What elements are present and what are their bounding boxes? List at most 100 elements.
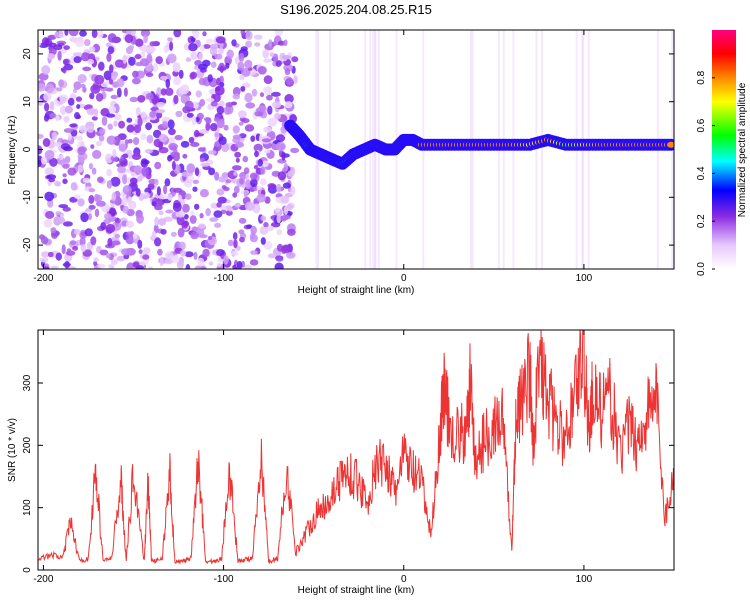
heatmap-cell (541, 30, 543, 269)
heatmap-cell (38, 72, 49, 81)
heatmap-cell (105, 253, 111, 259)
heatmap-cell (146, 134, 154, 144)
heatmap-cell (226, 49, 234, 59)
heatmap-cell (199, 157, 205, 163)
heatmap-cell (219, 65, 224, 73)
heatmap-cell (217, 196, 227, 204)
heatmap-cell (198, 77, 207, 86)
heatmap-cell (62, 221, 73, 227)
heatmap-cell (42, 138, 51, 147)
heatmap-cell (125, 220, 134, 228)
heatmap-cell (117, 166, 126, 174)
heatmap-cell (40, 156, 48, 165)
heatmap-cell (194, 265, 202, 269)
heatmap-cell (173, 94, 179, 105)
heatmap-cell (239, 177, 244, 185)
heatmap-cell (97, 263, 106, 269)
heatmap-cell (209, 123, 218, 132)
heatmap-cell (69, 37, 78, 42)
heatmap-cell (49, 112, 57, 119)
heatmap-cell (90, 84, 101, 94)
heatmap-cell (105, 223, 116, 234)
heatmap-cell (62, 66, 67, 74)
heatmap-cell (134, 38, 144, 47)
heatmap-cell (180, 140, 190, 148)
heatmap-cell (125, 231, 134, 236)
x-tick-label: 0 (401, 273, 407, 284)
heatmap-cell (109, 199, 119, 204)
heatmap-cell (184, 251, 194, 258)
heatmap-cell (103, 218, 111, 225)
heatmap-cell (216, 188, 225, 196)
heatmap-cell (276, 213, 282, 224)
heatmap-cell (184, 100, 194, 111)
heatmap-cell (276, 183, 282, 193)
heatmap-cell (174, 134, 183, 141)
heatmap-cell (114, 61, 125, 66)
heatmap-cell (136, 213, 144, 224)
heatmap-cell (290, 186, 296, 196)
heatmap-cell (106, 180, 113, 189)
heatmap-cell (223, 124, 229, 131)
heatmap-cell (218, 47, 224, 55)
heatmap-cell (267, 183, 276, 189)
heatmap-cell (79, 30, 87, 37)
heatmap-cell (283, 39, 288, 47)
heatmap-cell (73, 56, 82, 64)
heatmap-cell (172, 62, 181, 73)
heatmap-cell (275, 256, 284, 262)
heatmap-cell (74, 194, 81, 199)
heatmap-cell (96, 200, 106, 207)
heatmap-cell (177, 194, 183, 202)
heatmap-cell (199, 213, 204, 219)
heatmap-cell (105, 113, 116, 118)
x-tick-label: -100 (214, 574, 234, 585)
heatmap-cell (193, 251, 198, 260)
heatmap-cell (260, 237, 266, 245)
heatmap-cell (225, 179, 232, 184)
heatmap-cell (141, 166, 149, 177)
heatmap-cell (53, 142, 63, 147)
heatmap-cell (158, 194, 168, 200)
heatmap-cell (54, 180, 61, 187)
heatmap-cell (207, 74, 213, 83)
heatmap-cell (225, 205, 232, 211)
bottom-y-ticks: 0 100 200 300 (22, 374, 674, 573)
heatmap-cell (207, 150, 217, 155)
heatmap-cell (70, 182, 78, 191)
heatmap-cell (190, 51, 198, 60)
heatmap-cell (188, 136, 195, 144)
heatmap-cell (286, 252, 296, 259)
chart-title: S196.2025.204.08.25.R15 (280, 2, 432, 17)
heatmap-cell (223, 186, 230, 192)
heatmap-cell (57, 50, 62, 61)
heatmap-cell (43, 219, 53, 228)
heatmap-cell (94, 208, 100, 218)
colorbar-tick-label: 0.2 (696, 214, 707, 228)
heatmap-cell (291, 56, 299, 63)
heatmap-cell (175, 110, 183, 118)
heatmap-cell (46, 174, 57, 180)
heatmap-cell (77, 198, 85, 207)
heatmap-cell (142, 191, 151, 199)
heatmap-cell (189, 215, 197, 224)
heatmap-cell (263, 222, 269, 228)
heatmap-cell (213, 210, 223, 218)
heatmap-cell (79, 236, 86, 247)
heatmap-cell (42, 37, 50, 46)
heatmap-cell (206, 97, 215, 103)
heatmap-cell (250, 225, 257, 235)
heatmap-cell (180, 84, 190, 95)
heatmap-cell (232, 125, 240, 134)
heatmap-cell (271, 101, 282, 109)
heatmap-cell (132, 70, 139, 79)
heatmap-cell (42, 266, 50, 269)
heatmap-cell (190, 142, 200, 147)
heatmap-cell (135, 107, 141, 116)
heatmap-cell (178, 69, 184, 79)
heatmap-cell (157, 218, 167, 226)
heatmap-cell (218, 136, 227, 145)
heatmap-cell (64, 105, 73, 114)
heatmap-cell (114, 217, 121, 224)
heatmap-cell (183, 214, 189, 220)
